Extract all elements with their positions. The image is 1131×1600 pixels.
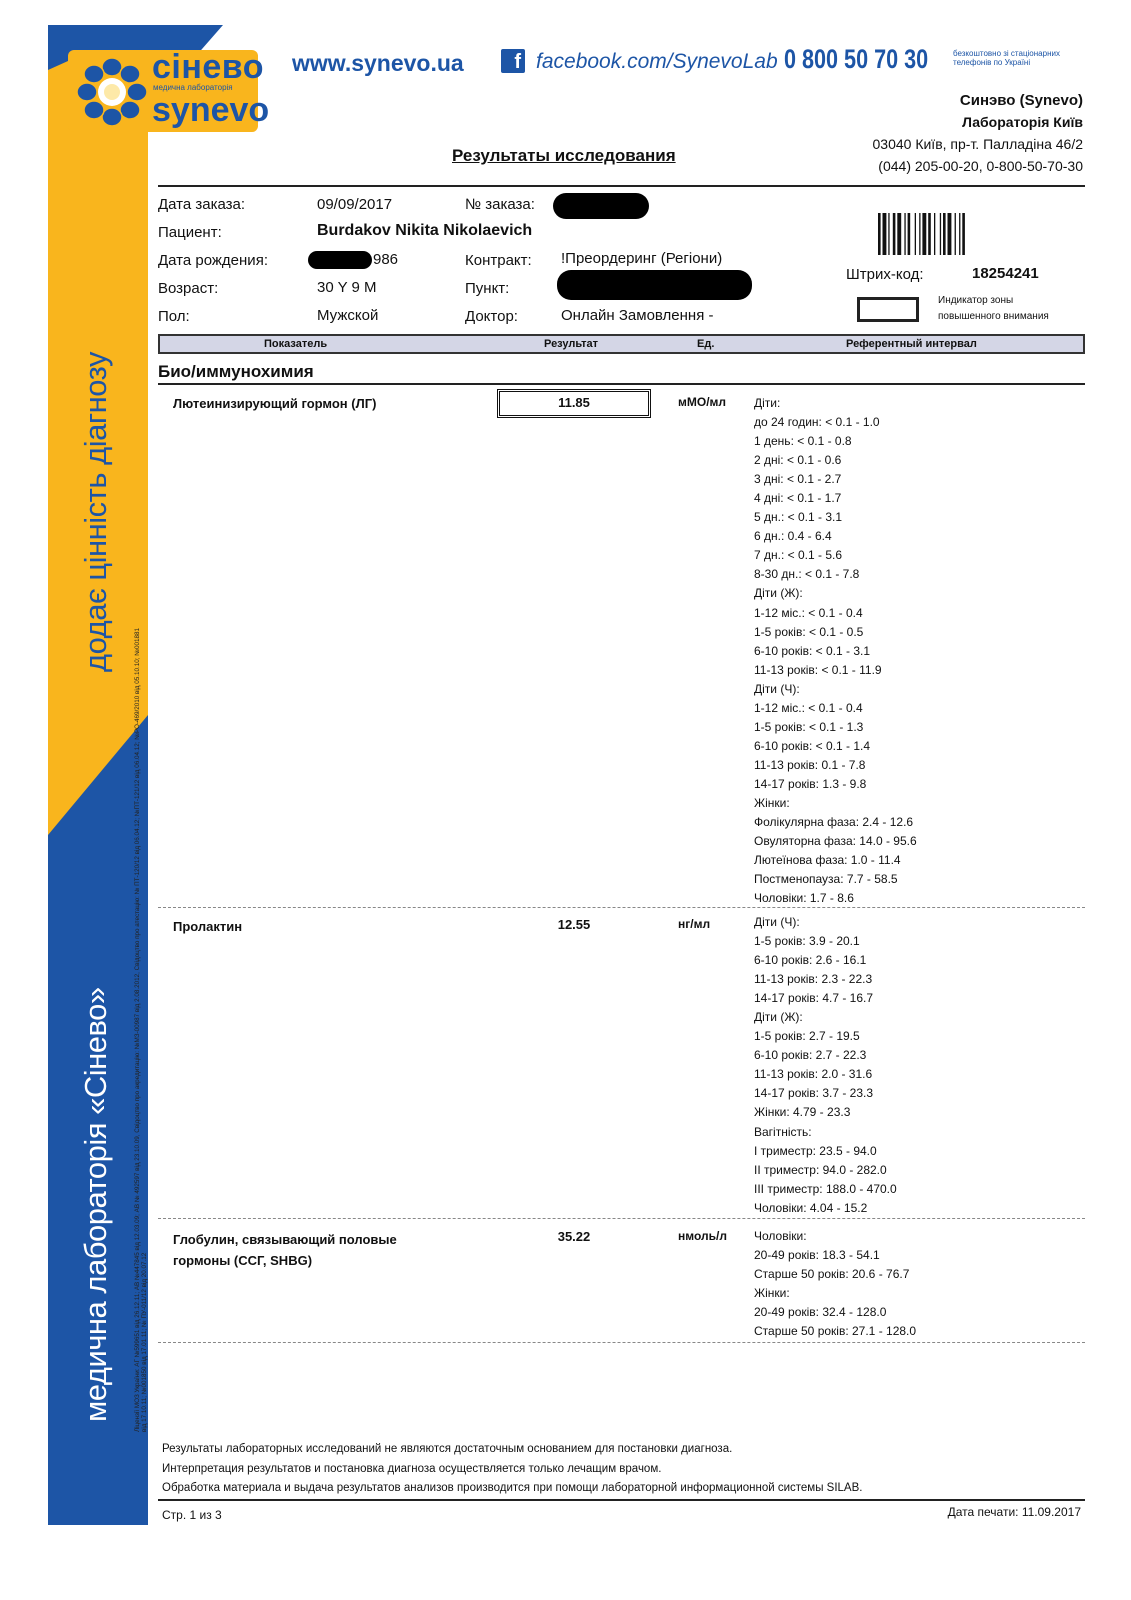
row-divider <box>158 1342 1085 1343</box>
test-result: 11.85 <box>558 395 590 410</box>
birth-date-label: Дата рождения: <box>158 252 268 269</box>
table-header: Показатель Результат Ед. Референтный инт… <box>158 334 1085 354</box>
disclaimer: Интерпретация результатов и постановка д… <box>162 1463 662 1475</box>
barcode-bar <box>947 213 952 255</box>
disclaimer: Обработка материала и выдача результатов… <box>162 1482 863 1494</box>
logo-text-cyrillic: сінево <box>152 48 265 86</box>
lab-name: Синэво (Synevo) <box>959 92 1083 109</box>
flower-logo-icon <box>76 57 148 127</box>
column-reference: Референтный интервал <box>846 338 977 350</box>
barcode-bar <box>934 213 936 255</box>
indicator-line: Индикатор зоны <box>938 295 1014 306</box>
barcode-bar <box>928 213 931 255</box>
brand-strip-yellow <box>48 25 148 835</box>
barcode-bar <box>897 213 902 255</box>
birth-date: 986 <box>373 251 399 268</box>
order-date: 09/09/2017 <box>317 196 393 213</box>
facebook-icon: f <box>501 49 525 73</box>
license-text: Ліцензії МОЗ України: АГ №599651 від 26.… <box>134 392 148 1432</box>
sex-label: Пол: <box>158 308 190 325</box>
slogan: додає цінність діагнозу <box>78 351 113 672</box>
test-reference: Чоловіки: 20-49 років: 18.3 - 54.1 Старш… <box>754 1229 917 1339</box>
column-result: Результат <box>544 338 599 350</box>
hotline-note-line: безкоштовно зі стаціонарних <box>953 49 1060 58</box>
barcode-bar <box>892 213 896 255</box>
logo-text-latin: synevo <box>152 91 270 129</box>
row-divider <box>158 907 1085 908</box>
order-date-label: Дата заказа: <box>158 196 246 213</box>
license-line: Ліцензії МОЗ України: АГ №599651 від 26.… <box>134 628 141 1432</box>
lab-address: 03040 Київ, пр-т. Палладіна 46/2 <box>872 136 1083 152</box>
test-unit: нг/мл <box>678 917 711 931</box>
barcode-bar <box>907 213 911 255</box>
barcode-bar <box>959 213 961 255</box>
barcode-bar <box>882 213 887 255</box>
redacted-order-number <box>553 193 649 219</box>
lab-branch: Лабораторія Київ <box>962 114 1083 130</box>
test-result: 12.55 <box>557 917 591 932</box>
redacted-birth-date <box>308 251 372 269</box>
barcode-bar <box>954 213 956 255</box>
age-label: Возраст: <box>158 280 219 297</box>
barcode-bar <box>919 213 921 255</box>
print-date: Дата печати: 11.09.2017 <box>947 1505 1081 1519</box>
barcode-icon <box>878 213 965 255</box>
test-unit: нмоль/л <box>678 1229 727 1243</box>
point-label: Пункт: <box>465 280 510 297</box>
patient-name: Burdakov Nikita Nikolaevich <box>317 222 533 239</box>
divider <box>158 383 1085 385</box>
divider <box>158 185 1085 187</box>
lab-phones: (044) 205-00-20, 0-800-50-70-30 <box>878 158 1083 174</box>
result-highlight-box <box>497 389 651 418</box>
barcode-number: 18254241 <box>972 265 1039 282</box>
doctor-label: Доктор: <box>465 308 518 325</box>
test-unit: мМО/мл <box>678 395 727 409</box>
row-divider <box>158 1218 1085 1219</box>
lab-name-vertical: медична лабораторія «Сінево» <box>78 987 113 1422</box>
contract: !Преордеринг (Регіони) <box>561 250 723 267</box>
facebook-link[interactable]: facebook.com/SynevoLab <box>536 50 778 73</box>
test-name: Пролактин <box>173 919 243 934</box>
page-title: Результаты исследования <box>452 146 676 165</box>
age: 30 Y 9 M <box>317 279 377 296</box>
barcode-bar <box>962 213 965 255</box>
barcode-bar <box>878 213 881 255</box>
test-name: Глобулин, связывающий половые гормоны (С… <box>173 1232 397 1268</box>
page-number: Стр. 1 из 3 <box>162 1508 222 1522</box>
attention-indicator-box <box>857 297 919 322</box>
indicator-line: повышенного внимания <box>938 311 1049 322</box>
logo-subtitle: медична лабораторія <box>153 83 233 92</box>
barcode-bar <box>904 213 906 255</box>
test-reference: Діти: до 24 годин: < 0.1 - 1.0 1 день: <… <box>754 396 917 906</box>
redacted-point <box>557 270 752 300</box>
section-title: Био/иммунохимия <box>158 362 314 381</box>
contract-label: Контракт: <box>465 252 532 269</box>
hotline-note-line: телефонів по Україні <box>953 58 1031 67</box>
website-link[interactable]: www.synevo.ua <box>292 50 464 76</box>
order-number-label: № заказа: <box>465 196 535 213</box>
barcode-bar <box>922 213 927 255</box>
test-result: 35.22 <box>557 1229 591 1244</box>
barcode-label: Штрих-код: <box>846 266 924 283</box>
hotline: 0 800 50 70 30 <box>784 44 929 74</box>
barcode-bar <box>939 213 942 255</box>
column-indicator: Показатель <box>264 338 328 350</box>
column-unit: Ед. <box>697 338 715 350</box>
test-reference: Діти (Ч): 1-5 років: 3.9 - 20.1 6-10 рок… <box>754 915 897 1215</box>
disclaimer: Результаты лабораторных исследований не … <box>162 1443 733 1455</box>
barcode-bar <box>914 213 916 255</box>
doctor: Онлайн Замовлення - <box>561 307 714 324</box>
hotline-note: безкоштовно зі стаціонарних телефонів по … <box>953 49 1060 67</box>
license-line: від 17.10.11; №001850 від 17.01.11; № ПУ… <box>141 1252 148 1432</box>
barcode-bar <box>943 213 946 255</box>
test-name: Лютеинизирующий гормон (ЛГ) <box>173 396 377 411</box>
patient-label: Пациент: <box>158 224 222 241</box>
divider <box>158 1499 1085 1501</box>
attention-indicator-label: Индикатор зоны повышенного внимания <box>938 293 1049 325</box>
barcode-bar <box>888 213 890 255</box>
sex: Мужской <box>317 307 379 324</box>
